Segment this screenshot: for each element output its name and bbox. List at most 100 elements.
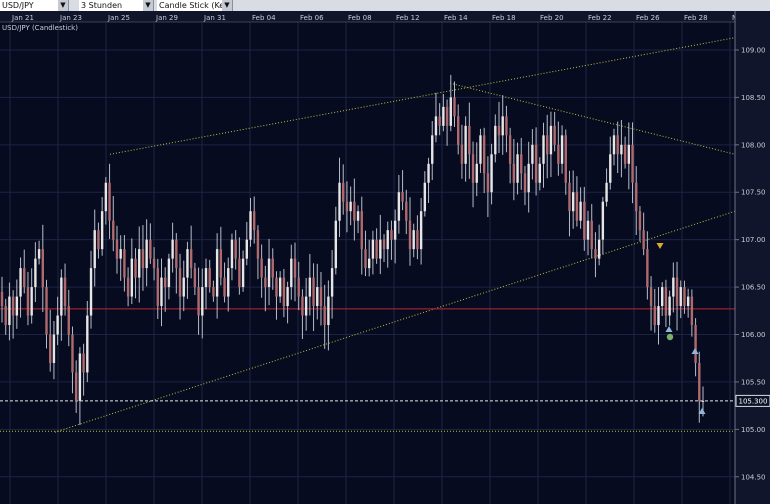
candle-body [564,135,567,183]
candle-body [427,163,430,183]
candle-body [635,182,638,212]
x-tick-label: Jan 23 [59,14,82,22]
candle-body [594,249,597,259]
candle-body [549,125,553,155]
candle-body [586,220,590,240]
candle-body [642,230,645,250]
chart-toolbar: USD/JPY ▼ 3 Stunden ▼ Candle Stick (Kerz… [0,0,770,12]
candle-body [579,201,582,221]
candle-body [457,116,460,145]
candle-body [108,182,111,221]
x-axis-labels: Jan 21 Jan 23 Jan 25 Jan 29 Jan 31 Feb 04 Feb … [11,14,738,22]
candle-body [186,249,189,278]
candle-body [620,144,623,155]
candle-body [408,220,412,250]
candles [0,74,705,425]
candle-body [638,211,642,231]
candle-body [156,268,159,307]
candlestick-chart[interactable]: Jan 21 Jan 23 Jan 25 Jan 29 Jan 31 Feb 04 Feb … [0,11,770,504]
candle-body [345,201,349,212]
candle-body [208,268,211,288]
buy-signal-marker [691,348,699,354]
candle-body [304,296,308,316]
chart-style-dropdown[interactable]: Candle Stick (Kerze ▼ [157,0,233,11]
candle-body [141,249,145,269]
candle-body [30,287,33,316]
candle-body [115,239,119,259]
candle-body [278,277,282,297]
grid-lines [0,22,735,504]
candle-body [508,135,512,164]
descending-trendline [449,82,736,155]
candle-body [609,154,612,183]
x-tick-label: Jan 21 [11,14,34,22]
candle-body [63,277,67,307]
candle-body [37,249,41,259]
candle-body [212,287,215,297]
price-axis-panel [735,11,770,504]
x-tick-label: Feb 06 [300,14,324,22]
x-tick-label: Feb 20 [540,14,564,22]
x-tick-label: Feb 04 [252,14,276,22]
candle-body [260,258,263,278]
candle-body [698,362,701,401]
candle-body [356,211,360,221]
candle-body [690,296,694,326]
candle-body [597,239,601,259]
candle-body [683,287,686,307]
candle-body [234,239,237,259]
candle-body [316,287,319,307]
candle-body [52,334,56,363]
candle-body [160,277,163,307]
candle-body [672,277,675,297]
y-tick-label: 105.50 [741,378,766,386]
candle-body [204,268,208,288]
candle-body [382,239,386,250]
y-tick-label: 106.00 [741,331,766,339]
candle-body [646,249,649,288]
candle-body [675,277,679,307]
x-tick-label: Feb 18 [492,14,516,22]
candle-body [460,144,464,164]
candle-body [286,287,289,307]
candle-body [11,296,15,316]
chart-style-dropdown-label: Candle Stick (Kerze [159,1,233,10]
candle-body [45,287,48,335]
candle-body [479,135,482,164]
candle-body [219,249,223,278]
candle-body [453,97,456,117]
candle-body [501,116,504,136]
y-tick-label: 109.00 [741,46,766,54]
candle-body [538,163,542,183]
candle-body [82,353,85,373]
candle-body [482,135,486,174]
candle-body [516,154,519,183]
candle-body [379,239,382,259]
candle-body [15,296,19,316]
candle-body [605,182,608,202]
candle-body [230,239,234,269]
candle-body [245,239,248,259]
candle-body [338,182,341,221]
candle-body [468,125,471,155]
x-tick-label: Feb 26 [636,14,660,22]
candle-body [490,154,493,193]
candle-body [364,249,367,269]
candle-body [390,230,393,240]
candle-body [531,144,534,164]
current-price-box [735,394,770,407]
candle-body [631,144,634,183]
candle-body [349,201,352,212]
candle-body [494,125,497,155]
candle-body [271,258,274,278]
candle-body [583,201,586,240]
y-tick-label: 108.50 [741,94,766,102]
interval-dropdown[interactable]: 3 Stunden ▼ [79,0,154,11]
buy-signal-marker [665,326,673,332]
candle-body [330,268,334,297]
candle-body [152,258,156,269]
candle-body [423,182,427,212]
candle-body [657,306,660,326]
symbol-dropdown[interactable]: USD/JPY ▼ [0,0,69,11]
interval-dropdown-label: 3 Stunden [81,1,123,10]
